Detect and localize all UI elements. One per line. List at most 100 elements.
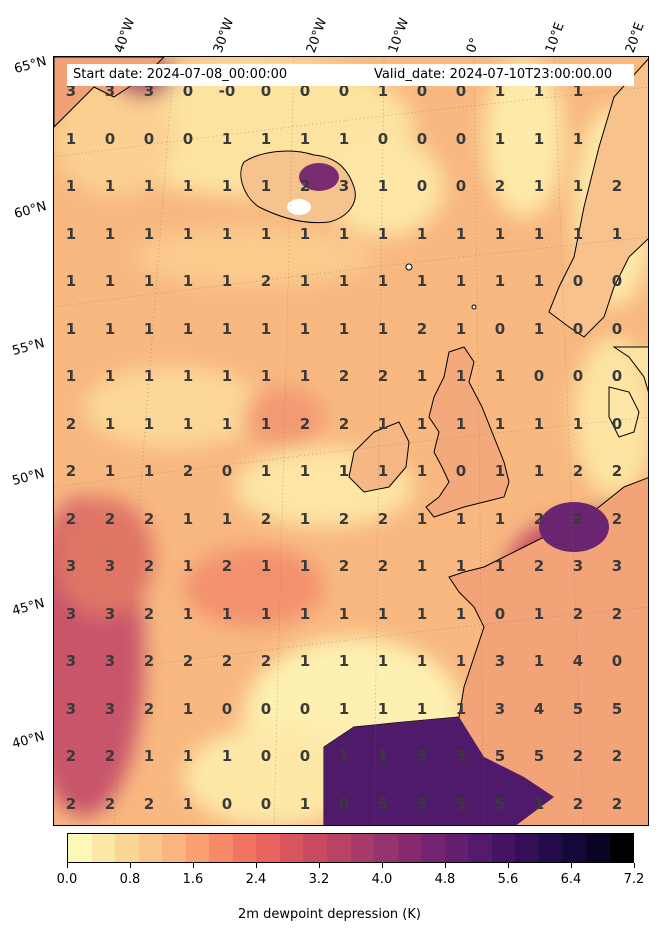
grid-value: 2 <box>533 557 545 575</box>
grid-value: 1 <box>65 367 77 385</box>
iberia-dark-area <box>324 717 554 825</box>
lon-label-20w: 20°W <box>303 16 331 55</box>
grid-value: 1 <box>533 129 545 148</box>
grid-value: 0 <box>221 699 233 718</box>
grid-value: 3 <box>455 747 467 765</box>
grid-value: 1 <box>143 272 155 290</box>
grid-value: 3 <box>611 557 623 575</box>
grid-value: 1 <box>221 747 233 765</box>
grid-value: 0 <box>455 177 467 195</box>
grid-value: 1 <box>572 414 584 433</box>
grid-value: 4 <box>533 699 545 718</box>
grid-value: 1 <box>338 224 350 243</box>
grid-value: 1 <box>455 652 467 670</box>
grid-value: -0 <box>218 82 236 100</box>
grid-value: 1 <box>221 224 233 243</box>
grid-value: 1 <box>377 224 389 243</box>
grid-value: 2 <box>533 509 545 528</box>
colorbar-segment <box>303 834 328 862</box>
grid-value: 2 <box>338 509 350 528</box>
grid-value: 1 <box>338 747 350 765</box>
colorbar-segment <box>397 834 422 862</box>
colorbar-tick <box>381 863 383 868</box>
grid-value: 2 <box>611 177 623 195</box>
grid-value: 2 <box>143 604 155 623</box>
grid-value: 1 <box>377 652 389 670</box>
grid-value: 3 <box>104 82 116 100</box>
grid-value: 1 <box>377 747 389 765</box>
grid-value: 3 <box>104 557 116 575</box>
grid-value: 1 <box>338 462 350 480</box>
grid-value: 0 <box>572 272 584 290</box>
grid-value: 1 <box>260 367 272 385</box>
grid-value: 2 <box>611 604 623 623</box>
grid-value: 1 <box>416 604 428 623</box>
grid-value: 1 <box>416 557 428 575</box>
grid-value: 1 <box>104 224 116 243</box>
grid-value: 1 <box>416 699 428 718</box>
lat-label-65n: 65°N <box>12 54 49 77</box>
grid-value: 2 <box>104 747 116 765</box>
grid-value: 3 <box>65 699 77 718</box>
grid-value: 0 <box>494 604 506 623</box>
colorbar-title: 2m dewpoint depression (K) <box>238 907 421 922</box>
grid-value: 2 <box>65 509 77 528</box>
grid-value: 1 <box>260 319 272 338</box>
grid-value: 5 <box>494 794 506 813</box>
grid-value: 2 <box>572 794 584 813</box>
grid-value: 1 <box>338 272 350 290</box>
grid-value: 1 <box>533 224 545 243</box>
grid-value: 2 <box>611 747 623 765</box>
colorbar-segment <box>327 834 351 862</box>
grid-value: 0 <box>338 82 350 100</box>
grid-value: 1 <box>533 319 545 338</box>
grid-value: 0 <box>299 747 311 765</box>
grid-value: 2 <box>416 319 428 338</box>
grid-value: 1 <box>377 82 389 100</box>
grid-value: 1 <box>299 794 311 813</box>
grid-value: 1 <box>299 129 311 148</box>
grid-value: 5 <box>416 794 428 813</box>
colorbar-segment <box>586 834 610 862</box>
colorbar-segment <box>374 834 398 862</box>
grid-value: 1 <box>182 604 194 623</box>
grid-value: 0 <box>611 272 623 290</box>
grid-value: 2 <box>65 794 77 813</box>
grid-value: 0 <box>221 462 233 480</box>
grid-value: 2 <box>338 557 350 575</box>
valid-date-label: Valid_date: 2024-07-10T23:00:00.00 <box>374 67 613 82</box>
grid-value: 3 <box>65 604 77 623</box>
grid-value: 1 <box>104 367 116 385</box>
grid-value: 1 <box>143 747 155 765</box>
sweden-coast <box>612 346 648 393</box>
grid-value: 1 <box>104 319 116 338</box>
grid-value: 1 <box>299 367 311 385</box>
grid-value: 1 <box>572 129 584 148</box>
grid-value: 0 <box>260 794 272 813</box>
lon-label-10e: 10°E <box>542 20 568 55</box>
grid-value: 0 <box>611 652 623 670</box>
grid-value: 2 <box>338 414 350 433</box>
grid-value: 3 <box>494 652 506 670</box>
grid-value: 4 <box>572 652 584 670</box>
colorbar-tick <box>633 863 635 868</box>
grid-value: 0 <box>455 129 467 148</box>
lat-label-55n: 55°N <box>10 336 47 359</box>
colorbar-tick <box>66 863 68 868</box>
colorbar-segment <box>68 834 92 862</box>
grid-value: 1 <box>494 509 506 528</box>
grid-value: 2 <box>65 414 77 433</box>
grid-value: 1 <box>494 557 506 575</box>
grid-value: 5 <box>611 699 623 718</box>
colorbar-tick-label: 6.4 <box>560 872 582 887</box>
grid-value: 1 <box>494 82 506 100</box>
grid-value: 1 <box>533 414 545 433</box>
grid-value: 2 <box>260 272 272 290</box>
grid-value: 0 <box>143 129 155 148</box>
grid-value: 1 <box>182 509 194 528</box>
grid-value: 2 <box>104 794 116 813</box>
grid-value: 1 <box>182 414 194 433</box>
grid-value: 1 <box>377 272 389 290</box>
grid-value: 2 <box>572 604 584 623</box>
norway-coast <box>548 58 648 338</box>
